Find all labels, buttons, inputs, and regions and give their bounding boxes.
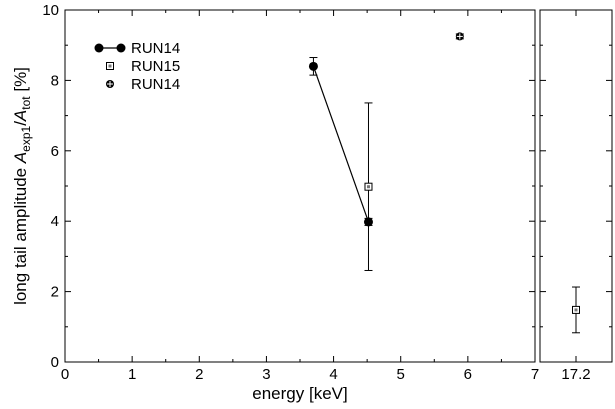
x-tick-label: 3 <box>262 366 270 383</box>
y-tick-label: 10 <box>42 2 59 19</box>
data-point <box>94 43 104 53</box>
y-tick-label: 4 <box>51 213 59 230</box>
data-point-fill <box>574 308 578 312</box>
x-tick-label: 5 <box>397 366 405 383</box>
series-filled-circle-line <box>308 57 373 227</box>
legend-label: RUN15 <box>131 58 180 75</box>
x-tick-label: 1 <box>128 366 136 383</box>
legend-label: RUN14 <box>131 76 180 93</box>
series-open-square <box>364 102 580 334</box>
x-tick-label: 17.2 <box>561 366 590 383</box>
y-axis-label: long tail amplitude Aexp1/Atot [%] <box>11 67 33 305</box>
y-tick-label: 8 <box>51 72 59 89</box>
y-tick-label: 6 <box>51 143 59 160</box>
x-tick-label: 2 <box>195 366 203 383</box>
data-point <box>116 43 126 53</box>
legend-entry: RUN14 <box>106 76 180 93</box>
x-tick-label: 0 <box>61 366 69 383</box>
x-tick-label: 6 <box>464 366 472 383</box>
series-crossed-circle <box>455 32 464 41</box>
data-point-fill <box>108 64 112 68</box>
x-tick-label: 7 <box>531 366 539 383</box>
legend-entry: RUN15 <box>106 58 180 75</box>
x-axis-label: energy [keV] <box>252 384 347 403</box>
legend-label: RUN14 <box>131 40 180 57</box>
data-point <box>308 61 318 71</box>
y-tick-label: 0 <box>51 354 59 371</box>
data-point-fill <box>366 185 370 189</box>
axis-ticks: 0 2 4 6 8 10 0 1 2 3 4 5 6 7 17.2 <box>42 2 612 383</box>
x-tick-label: 4 <box>329 366 337 383</box>
legend-entry: RUN14 <box>94 40 180 57</box>
y-tick-label: 2 <box>51 284 59 301</box>
series-line <box>312 66 370 223</box>
data-marks <box>308 32 580 334</box>
